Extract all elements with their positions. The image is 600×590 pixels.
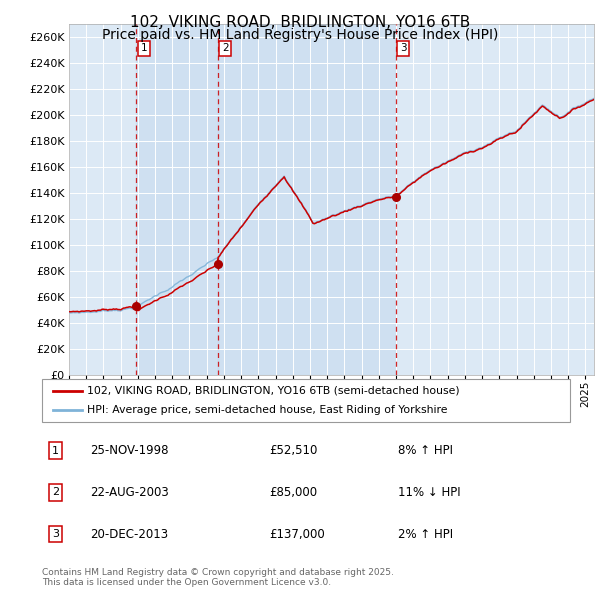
Text: £85,000: £85,000 [269, 486, 317, 499]
Text: 3: 3 [52, 529, 59, 539]
Text: 25-NOV-1998: 25-NOV-1998 [91, 444, 169, 457]
Text: 8% ↑ HPI: 8% ↑ HPI [398, 444, 454, 457]
Text: 2: 2 [222, 43, 229, 53]
Bar [136, 24, 218, 375]
Text: £137,000: £137,000 [269, 528, 325, 541]
Text: 102, VIKING ROAD, BRIDLINGTON, YO16 6TB (semi-detached house): 102, VIKING ROAD, BRIDLINGTON, YO16 6TB … [87, 386, 460, 396]
Text: 1: 1 [141, 43, 148, 53]
Text: 3: 3 [400, 43, 406, 53]
Text: 22-AUG-2003: 22-AUG-2003 [91, 486, 169, 499]
Text: HPI: Average price, semi-detached house, East Riding of Yorkshire: HPI: Average price, semi-detached house,… [87, 405, 448, 415]
Text: 102, VIKING ROAD, BRIDLINGTON, YO16 6TB: 102, VIKING ROAD, BRIDLINGTON, YO16 6TB [130, 15, 470, 30]
Text: 11% ↓ HPI: 11% ↓ HPI [398, 486, 461, 499]
Text: 2% ↑ HPI: 2% ↑ HPI [398, 528, 454, 541]
Text: £52,510: £52,510 [269, 444, 317, 457]
Text: 2: 2 [52, 487, 59, 497]
Text: 1: 1 [52, 445, 59, 455]
Text: Price paid vs. HM Land Registry's House Price Index (HPI): Price paid vs. HM Land Registry's House … [102, 28, 498, 42]
Text: 20-DEC-2013: 20-DEC-2013 [91, 528, 169, 541]
FancyBboxPatch shape [42, 379, 570, 422]
Text: Contains HM Land Registry data © Crown copyright and database right 2025.
This d: Contains HM Land Registry data © Crown c… [42, 568, 394, 587]
Bar [218, 24, 395, 375]
